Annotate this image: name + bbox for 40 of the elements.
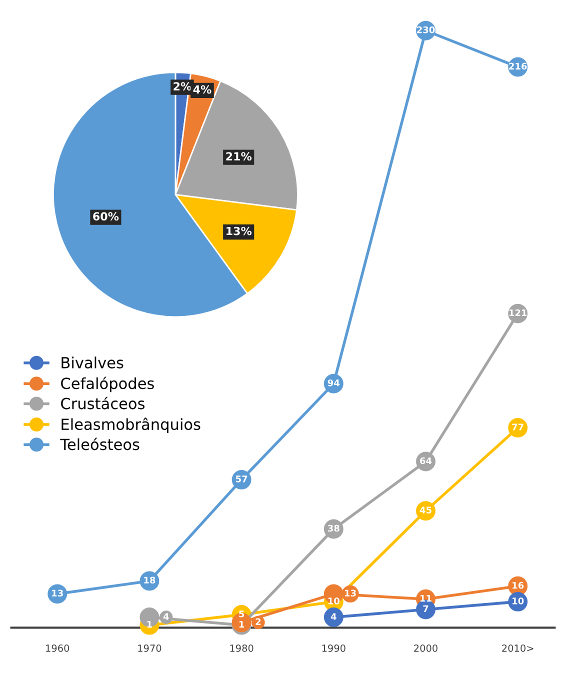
data-label: 121 xyxy=(509,309,527,316)
x-tick-label: 2000 xyxy=(414,644,438,652)
data-label: 94 xyxy=(328,379,340,386)
point xyxy=(140,608,160,628)
data-label: 13 xyxy=(345,590,356,597)
x-tick-label: 1990 xyxy=(322,644,346,652)
legend-label: Cefalópodes xyxy=(61,376,154,392)
data-label: 13 xyxy=(52,590,63,597)
data-label: 1 xyxy=(147,620,152,628)
data-label: 57 xyxy=(236,476,248,482)
data-label: 10 xyxy=(512,598,524,604)
data-label: 2% xyxy=(174,82,192,91)
data-label: 7 xyxy=(423,605,428,612)
legend-label: Crustáceos xyxy=(61,396,145,410)
data-label: 18 xyxy=(144,576,156,584)
data-label: 21% xyxy=(226,152,252,161)
legend-label: Teleósteos xyxy=(60,438,140,450)
data-label: 230 xyxy=(417,26,435,34)
data-label: 4 xyxy=(163,613,169,620)
legend-label: Bivalves xyxy=(62,356,124,368)
data-label: 5 xyxy=(239,610,244,618)
data-label: 10 xyxy=(328,598,340,604)
data-label: 45 xyxy=(420,506,432,514)
data-label: 2 xyxy=(256,618,261,625)
data-label: 77 xyxy=(512,424,524,430)
data-label: 60% xyxy=(93,212,119,221)
data-label: 1 xyxy=(239,620,244,628)
data-label: 4 xyxy=(330,613,336,620)
x-tick-label: 1960 xyxy=(46,644,70,652)
data-label: 64 xyxy=(420,457,432,464)
data-label: 216 xyxy=(509,62,527,70)
data-label: 38 xyxy=(328,524,340,532)
x-tick-label: 2010> xyxy=(502,644,534,652)
x-tick-label: 1970 xyxy=(138,644,162,652)
data-label: 16 xyxy=(512,582,524,589)
legend-label: Eleasmobrânquios xyxy=(62,418,200,434)
data-label: 11 xyxy=(420,595,432,602)
data-label: 4% xyxy=(193,85,212,94)
data-label: 13% xyxy=(226,226,252,236)
x-tick-label: 1980 xyxy=(230,644,254,652)
